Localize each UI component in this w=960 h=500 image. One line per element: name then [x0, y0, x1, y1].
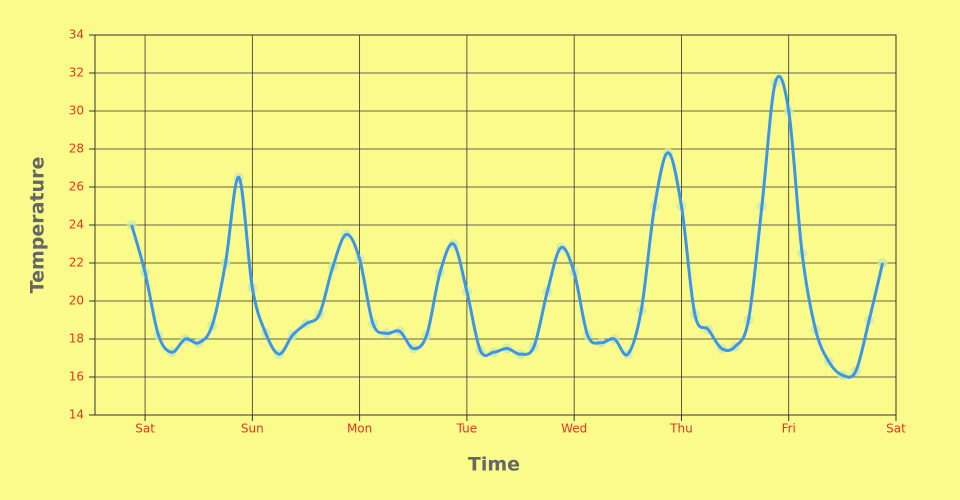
x-tick-label: Wed	[561, 422, 587, 436]
x-tick-label: Tue	[456, 422, 478, 436]
x-tick-label: Sun	[241, 422, 264, 436]
x-tick-label: Thu	[669, 422, 693, 436]
y-tick-label: 22	[69, 256, 84, 270]
x-tick-label: Sat	[886, 422, 906, 436]
y-tick-label: 34	[69, 28, 84, 42]
y-tick-label: 32	[69, 66, 84, 80]
y-tick-label: 24	[69, 218, 84, 232]
y-tick-label: 30	[69, 104, 84, 118]
y-tick-label: 28	[69, 142, 84, 156]
x-tick-label: Fri	[782, 422, 796, 436]
y-tick-label: 18	[69, 332, 84, 346]
y-tick-label: 14	[69, 408, 84, 422]
x-axis-title: Time	[468, 454, 520, 476]
x-tick-label: Sat	[135, 422, 155, 436]
line	[130, 74, 885, 379]
y-tick-label: 20	[69, 294, 84, 308]
y-axis-title: Temperature	[27, 157, 49, 294]
y-tick-label: 16	[69, 370, 84, 384]
x-tick-label: Mon	[347, 422, 372, 436]
y-tick-label: 26	[69, 180, 84, 194]
